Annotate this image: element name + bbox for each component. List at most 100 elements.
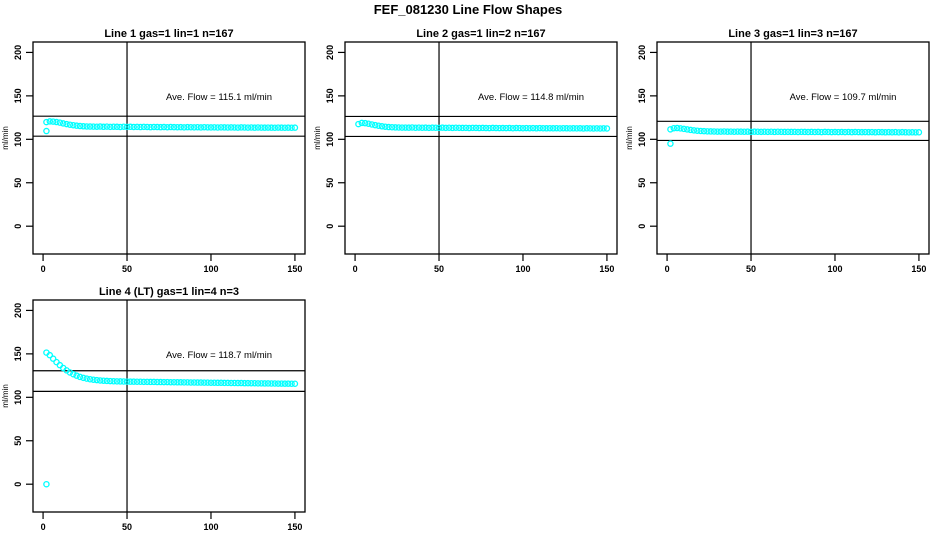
data-point	[845, 128, 852, 136]
data-point	[278, 124, 285, 131]
y-tick-label: 0	[325, 224, 335, 229]
data-point	[429, 124, 436, 131]
data-point	[204, 379, 211, 386]
data-point	[563, 125, 570, 132]
data-point	[586, 125, 594, 132]
data-point	[593, 125, 601, 132]
data-point	[784, 128, 792, 136]
y-tick-label: 0	[13, 482, 23, 487]
data-point	[123, 123, 131, 131]
average-flow-annotation: Ave. Flow = 114.8 ml/min	[478, 92, 584, 103]
data-point	[831, 128, 839, 136]
data-point	[388, 123, 396, 131]
panel-title: Line 2 gas=1 lin=2 n=167	[416, 28, 545, 40]
data-point	[509, 124, 517, 132]
data-point	[217, 379, 225, 387]
data-point	[248, 379, 255, 387]
data-point	[519, 124, 527, 132]
x-tick-label: 50	[746, 264, 756, 274]
data-point	[174, 379, 181, 386]
data-point	[600, 125, 607, 132]
data-point	[264, 124, 272, 131]
data-point	[274, 380, 282, 387]
data-point	[560, 124, 567, 132]
data-point	[788, 128, 795, 136]
data-point	[244, 124, 252, 131]
data-point	[120, 123, 127, 130]
panel-1-plot: Line 1 gas=1 lin=1 n=167 0 50 100 150 0 50 100 1…	[1, 28, 306, 274]
data-point	[147, 123, 154, 131]
data-point	[670, 124, 678, 132]
data-point	[157, 123, 164, 131]
data-point	[227, 379, 235, 387]
data-point	[392, 124, 399, 131]
data-point	[241, 379, 248, 387]
data-point	[449, 124, 456, 132]
data-point	[106, 123, 114, 131]
data-point	[258, 124, 265, 131]
data-point	[237, 124, 245, 131]
data-point	[737, 128, 745, 135]
data-point	[469, 124, 476, 132]
data-point	[123, 378, 131, 385]
data-point	[244, 379, 252, 387]
data-point	[241, 124, 248, 131]
data-point	[761, 128, 768, 136]
data-point	[281, 124, 289, 132]
data-point	[888, 129, 896, 136]
data-point	[140, 378, 148, 386]
data-point	[201, 123, 208, 131]
data-point	[100, 377, 107, 384]
data-point	[767, 128, 775, 136]
data-point	[83, 123, 90, 130]
y-tick-label: 100	[325, 132, 335, 147]
data-point	[445, 124, 453, 132]
data-point	[476, 124, 483, 132]
data-point	[66, 121, 74, 128]
data-point	[553, 124, 560, 132]
data-point	[291, 380, 299, 388]
data-point	[197, 124, 205, 131]
x-tick-label: 0	[353, 264, 358, 274]
data-point	[194, 379, 201, 386]
data-point	[103, 377, 111, 385]
data-point	[160, 123, 168, 131]
panel-line-2: Line 2 gas=1 lin=2 n=167 0 50 100 150 0 50 100 1…	[312, 24, 624, 282]
data-point	[214, 379, 221, 387]
data-point	[828, 128, 835, 136]
data-point	[133, 378, 141, 386]
y-tick-label: 100	[637, 132, 647, 147]
data-point	[744, 128, 751, 135]
data-point	[754, 128, 761, 136]
data-point	[96, 377, 104, 384]
data-point	[237, 379, 245, 387]
data-point	[435, 124, 443, 132]
data-point	[690, 127, 698, 134]
y-tick-label: 200	[13, 45, 23, 60]
data-point	[284, 124, 292, 131]
data-point	[288, 124, 295, 132]
data-point	[137, 123, 144, 131]
data-point	[76, 122, 84, 130]
data-point	[492, 124, 500, 132]
data-point	[46, 118, 54, 125]
y-tick-label: 150	[13, 88, 23, 103]
x-tick-label: 100	[827, 264, 842, 274]
data-point	[96, 123, 104, 130]
data-point	[221, 379, 228, 387]
data-point	[489, 124, 497, 132]
figure-title: FEF_081230 Line Flow Shapes	[373, 2, 563, 17]
data-point	[747, 128, 755, 136]
data-point	[231, 124, 238, 131]
data-point	[677, 125, 684, 132]
data-point	[110, 377, 117, 385]
panel-title: Line 1 gas=1 lin=1 n=167	[104, 28, 233, 40]
data-point	[529, 124, 537, 132]
data-point	[902, 129, 909, 136]
average-flow-annotation: Ave. Flow = 118.7 ml/min	[166, 350, 272, 361]
data-point	[56, 119, 64, 126]
panel-title: Line 3 gas=1 lin=3 n=167	[728, 28, 857, 40]
data-point	[865, 128, 872, 136]
data-point	[187, 123, 195, 131]
data-point	[281, 380, 289, 387]
